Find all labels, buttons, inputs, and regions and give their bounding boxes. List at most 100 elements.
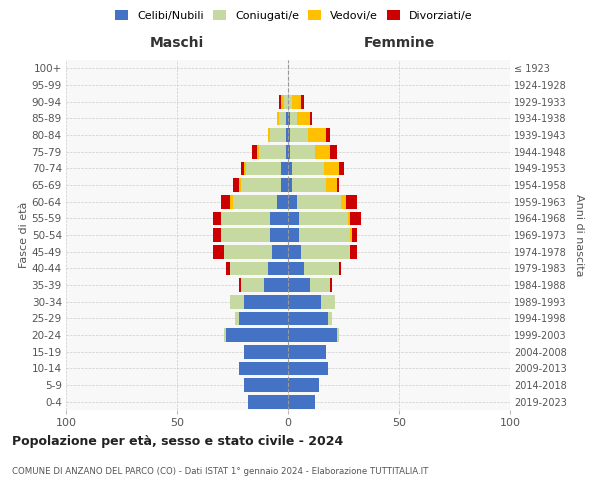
Bar [299,212,348,225]
Bar [288,295,322,308]
Bar [268,128,270,142]
Bar [212,212,221,225]
Bar [341,195,346,208]
Bar [244,345,288,358]
Bar [288,112,290,125]
Bar [337,178,339,192]
Text: Popolazione per età, sesso e stato civile - 2024: Popolazione per età, sesso e stato civil… [12,435,343,448]
Bar [323,162,339,175]
Bar [239,278,241,292]
Bar [301,245,350,258]
Text: Femmine: Femmine [364,36,434,50]
Bar [241,162,244,175]
Bar [248,395,288,408]
Bar [352,228,357,242]
Bar [288,162,292,175]
Bar [290,145,314,158]
Bar [310,112,313,125]
Bar [244,295,288,308]
Bar [221,228,270,242]
Bar [350,228,352,242]
Bar [288,262,304,275]
Bar [281,178,288,192]
Bar [288,212,299,225]
Text: COMUNE DI ANZANO DEL PARCO (CO) - Dati ISTAT 1° gennaio 2024 - Elaborazione TUTT: COMUNE DI ANZANO DEL PARCO (CO) - Dati I… [12,468,428,476]
Bar [253,145,257,158]
Bar [239,178,241,192]
Bar [230,295,244,308]
Bar [328,312,332,325]
Bar [288,95,292,108]
Bar [288,228,299,242]
Bar [272,245,288,258]
Bar [288,278,310,292]
Bar [239,312,288,325]
Bar [232,195,277,208]
Bar [297,195,341,208]
Bar [277,195,288,208]
Bar [350,245,357,258]
Bar [314,145,330,158]
Bar [270,212,288,225]
Bar [326,128,330,142]
Text: Maschi: Maschi [150,36,204,50]
Bar [348,212,350,225]
Bar [290,128,308,142]
Bar [235,312,239,325]
Bar [288,145,290,158]
Bar [292,95,301,108]
Bar [288,362,328,375]
Bar [330,145,337,158]
Bar [241,178,281,192]
Bar [330,278,332,292]
Bar [224,245,272,258]
Bar [244,162,246,175]
Bar [268,262,288,275]
Legend: Celibi/Nubili, Coniugati/e, Vedovi/e, Divorziati/e: Celibi/Nubili, Coniugati/e, Vedovi/e, Di… [111,6,477,25]
Bar [270,228,288,242]
Bar [239,362,288,375]
Bar [284,95,288,108]
Bar [224,328,226,342]
Bar [230,262,268,275]
Bar [308,128,326,142]
Bar [288,178,292,192]
Bar [263,278,288,292]
Bar [270,128,286,142]
Bar [288,312,328,325]
Bar [281,95,284,108]
Bar [288,378,319,392]
Bar [226,328,288,342]
Bar [212,245,224,258]
Bar [281,162,288,175]
Bar [288,245,301,258]
Bar [221,195,230,208]
Bar [233,178,239,192]
Bar [288,345,326,358]
Bar [339,262,341,275]
Bar [292,162,323,175]
Bar [346,195,357,208]
Bar [246,162,281,175]
Bar [290,112,297,125]
Bar [301,95,304,108]
Bar [299,228,350,242]
Bar [288,128,290,142]
Bar [304,262,339,275]
Bar [286,128,288,142]
Bar [288,328,337,342]
Bar [286,112,288,125]
Bar [322,295,335,308]
Y-axis label: Fasce di età: Fasce di età [19,202,29,268]
Bar [310,278,330,292]
Bar [350,212,361,225]
Bar [288,195,297,208]
Bar [339,162,343,175]
Bar [230,195,233,208]
Bar [221,212,270,225]
Bar [259,145,286,158]
Bar [257,145,259,158]
Bar [241,278,263,292]
Bar [326,178,337,192]
Bar [212,228,221,242]
